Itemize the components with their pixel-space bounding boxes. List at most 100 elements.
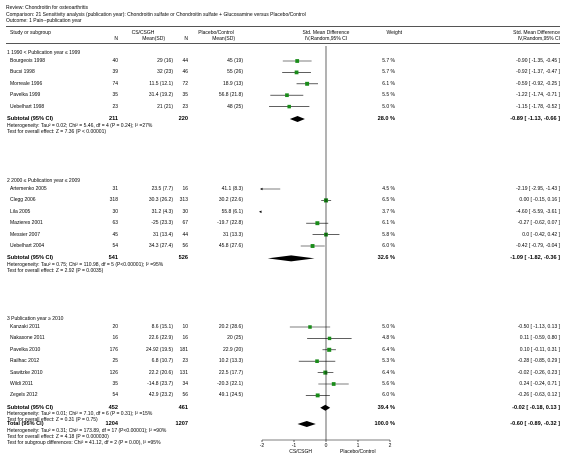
- col-smd: Std. Mean Difference: [513, 30, 560, 36]
- exp-n: 63: [112, 220, 118, 227]
- subtotal-ctrl-n: 526: [178, 255, 188, 262]
- study-weight: 5.8 %: [382, 231, 395, 238]
- total-label: Total (95% CI): [7, 421, 44, 427]
- study-smd-ci: -2.19 [ -2.95, -1.43 ]: [516, 186, 560, 192]
- exp-mean-sd: 32 (23): [157, 69, 173, 76]
- heterogeneity-text: Heterogeneity: Tau² = 0.75; Chi² = 110.9…: [7, 261, 164, 268]
- ctrl-n: 16: [182, 335, 188, 342]
- study-smd-ci: 0.00 [ -0.15, 0.16 ]: [519, 197, 560, 204]
- subtotal-exp-n: 541: [108, 255, 118, 262]
- ctrl-n: 131: [179, 369, 188, 376]
- ctrl-n: 67: [182, 220, 188, 227]
- subtotal-diamond-1: [267, 255, 315, 262]
- point-estimate-g0-s3: [285, 93, 289, 98]
- subtotal-label: Subtotal (95% CI): [7, 116, 53, 122]
- study-smd-ci: -4.60 [ -5.59, -3.61 ]: [516, 208, 560, 215]
- ctrl-mean-sd: 45.8 (27.6): [218, 243, 243, 249]
- ctrl-n: 35: [182, 92, 188, 99]
- study-name: Artemenko 2005: [10, 186, 47, 192]
- subtotal-weight: 28.0 %: [377, 116, 395, 122]
- study-name: Sawitzke 2010: [10, 369, 43, 376]
- exp-mean-sd: 21 (21): [157, 103, 173, 110]
- study-smd-ci: -0.90 [ -1.35, -0.45 ]: [516, 58, 560, 64]
- total-heterogeneity-text: Heterogeneity: Tau² = 0.31; Chi² = 173.8…: [7, 428, 167, 434]
- offscale-arrow-g1-s2: [259, 210, 262, 214]
- subgroup-title: 1 1990 < Publication year ≤ 1999: [7, 50, 81, 56]
- study-smd-ci: -0.26 [ -0.63, 0.12 ]: [517, 392, 560, 399]
- study-smd-ci: 0.10 [ -0.11, 0.31 ]: [519, 346, 560, 353]
- col-ctrl-n: N: [184, 36, 188, 42]
- point-estimate-g0-s1: [294, 70, 299, 75]
- ctrl-n: 16: [182, 186, 188, 192]
- study-weight: 5.0 %: [382, 324, 395, 330]
- point-estimate-g2-s4: [323, 370, 328, 375]
- study-weight: 4.8 %: [382, 335, 395, 342]
- col-study: Study or subgroup: [10, 30, 51, 36]
- exp-n: 45: [112, 231, 118, 238]
- exp-mean-sd: 22.2 (20.6): [148, 369, 173, 376]
- ctrl-mean-sd: 49.1 (24.5): [218, 392, 243, 399]
- study-name: Bourgeois 1998: [10, 58, 46, 64]
- exp-n: 54: [112, 392, 118, 399]
- exp-mean-sd: 31.2 (4.3): [151, 208, 173, 215]
- ctrl-n: 56: [182, 392, 188, 399]
- study-weight: 6.5 %: [382, 197, 395, 204]
- subtotal-label: Subtotal (95% CI): [7, 404, 53, 411]
- study-smd-ci: -0.28 [ -0.85, 0.29 ]: [517, 358, 560, 365]
- study-name: Uebelhart 2004: [10, 243, 45, 249]
- subtotal-smd-ci: -1.09 [ -1.82, -0.36 ]: [510, 255, 560, 262]
- study-smd-ci: -0.50 [ -1.13, 0.13 ]: [517, 324, 560, 330]
- study-smd-ci: -0.27 [ -0.62, 0.07 ]: [517, 220, 560, 227]
- point-estimate-g0-s4: [287, 104, 291, 109]
- exp-n: 25: [112, 358, 118, 365]
- point-estimate-g0-s0: [295, 59, 300, 63]
- study-weight: 6.1 %: [382, 80, 395, 87]
- point-estimate-g2-s3: [315, 359, 319, 364]
- exp-mean-sd: 6.8 (10.7): [151, 358, 173, 365]
- favours-right-label: Placebo/Control: [340, 449, 376, 455]
- exp-mean-sd: 34.3 (27.4): [148, 243, 173, 249]
- subgroup-diff-text: Test for subgroup differences: Chi² = 41…: [7, 440, 161, 446]
- col-smd-method: IV,Random,95% CI: [517, 36, 560, 42]
- ctrl-mean-sd: 56.8 (21.8): [218, 92, 243, 99]
- exp-mean-sd: -14.8 (23.7): [147, 381, 173, 387]
- study-name: Nakasone 2011: [10, 335, 45, 342]
- subtotal-exp-n: 452: [108, 404, 118, 411]
- ctrl-mean-sd: 55 (26): [227, 69, 243, 76]
- ctrl-n: 44: [182, 58, 188, 64]
- exp-mean-sd: 42.9 (23.2): [148, 392, 173, 399]
- point-estimate-g2-s1: [327, 336, 332, 341]
- point-estimate-g2-s2: [327, 347, 332, 352]
- subtotal-smd-ci: -0.89 [ -1.13, -0.66 ]: [510, 116, 560, 122]
- study-weight: 3.7 %: [382, 208, 395, 215]
- point-estimate-g2-s6: [315, 393, 320, 398]
- col-plot-smd: Std. Mean Difference: [302, 30, 350, 36]
- subtotal-diamond-0: [289, 116, 305, 122]
- exp-n: 40: [112, 58, 118, 64]
- study-name: Clegg 2006: [10, 197, 36, 204]
- study-weight: 5.5 %: [382, 92, 395, 99]
- ctrl-mean-sd: -20.3 (22.1): [217, 381, 243, 387]
- overall-effect-text: Test for overall effect: Z = 7.36 (P < 0…: [7, 128, 107, 135]
- ctrl-n: 313: [179, 197, 188, 204]
- left-arrow-g1-s0: [260, 187, 263, 191]
- study-weight: 6.1 %: [382, 220, 395, 227]
- point-estimate-g0-s2: [305, 81, 310, 86]
- x-tick-label: 1: [356, 443, 360, 449]
- ctrl-mean-sd: 20.2 (28.6): [218, 324, 243, 330]
- exp-n: 74: [112, 80, 118, 87]
- study-weight: 6.4 %: [382, 346, 395, 353]
- heterogeneity-text: Heterogeneity: Tau² = 0.02; Chi² = 5.46,…: [7, 122, 153, 129]
- study-weight: 5.7 %: [382, 69, 395, 76]
- subtotal-ctrl-n: 220: [178, 116, 188, 122]
- study-weight: 5.6 %: [382, 381, 395, 387]
- col-weight: Weight: [386, 30, 402, 36]
- study-weight: 5.3 %: [382, 358, 395, 365]
- study-smd-ci: 0.11 [ -0.59, 0.80 ]: [519, 335, 560, 342]
- x-tick-label: 2: [388, 443, 392, 449]
- subtotal-weight: 32.6 %: [377, 255, 395, 262]
- ctrl-mean-sd: 48 (25): [227, 103, 243, 110]
- study-name: Railhac 2012: [10, 358, 40, 365]
- exp-n: 35: [112, 381, 118, 387]
- study-smd-ci: -0.42 [ -0.79, -0.04 ]: [516, 243, 560, 249]
